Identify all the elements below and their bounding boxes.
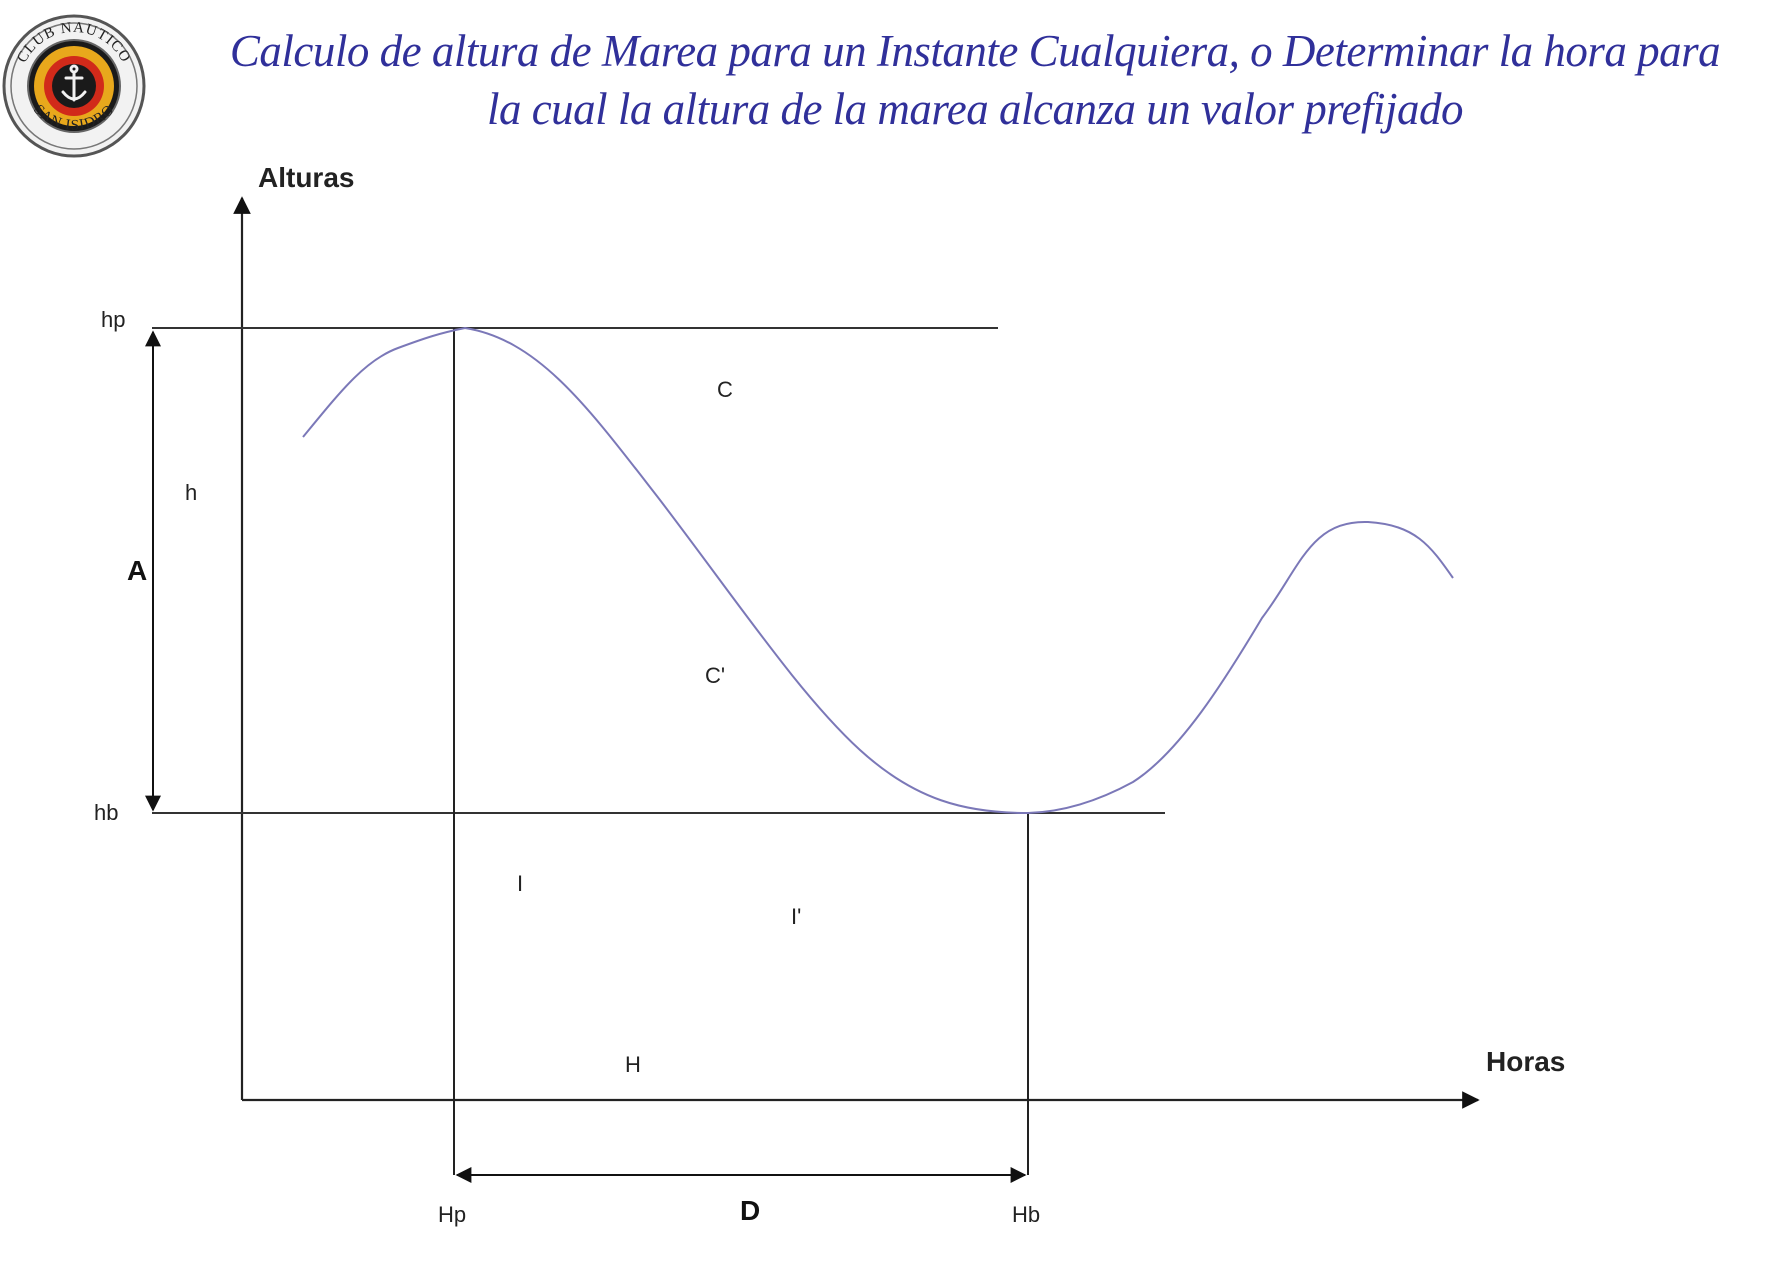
- label-h: h: [185, 480, 197, 505]
- x-axis-title: Horas: [1486, 1046, 1565, 1077]
- label-hb: hb: [94, 800, 118, 825]
- anchor-icon: [61, 64, 87, 102]
- label-c-prime: C': [705, 663, 725, 688]
- label-amplitude: A: [127, 555, 147, 586]
- label-h-interval: H: [625, 1052, 641, 1077]
- label-i-prime: I': [791, 904, 801, 929]
- title-line-1: Calculo de altura de Marea para un Insta…: [229, 26, 1721, 76]
- label-i: I: [517, 871, 523, 896]
- label-hp: hp: [101, 307, 125, 332]
- label-hb-time: Hb: [1012, 1202, 1040, 1227]
- label-duration: D: [740, 1195, 760, 1226]
- tide-curve: [302, 326, 1454, 815]
- label-c: C: [717, 377, 733, 402]
- title-line-2: la cual la altura de la marea alcanza un…: [486, 84, 1464, 134]
- club-nautico-logo: CLUB NAUTICO SAN ISIDRO: [2, 14, 146, 158]
- page-title: Calculo de altura de Marea para un Insta…: [185, 22, 1765, 138]
- label-hp-time: Hp: [438, 1202, 466, 1227]
- y-axis-title: Alturas: [258, 162, 354, 193]
